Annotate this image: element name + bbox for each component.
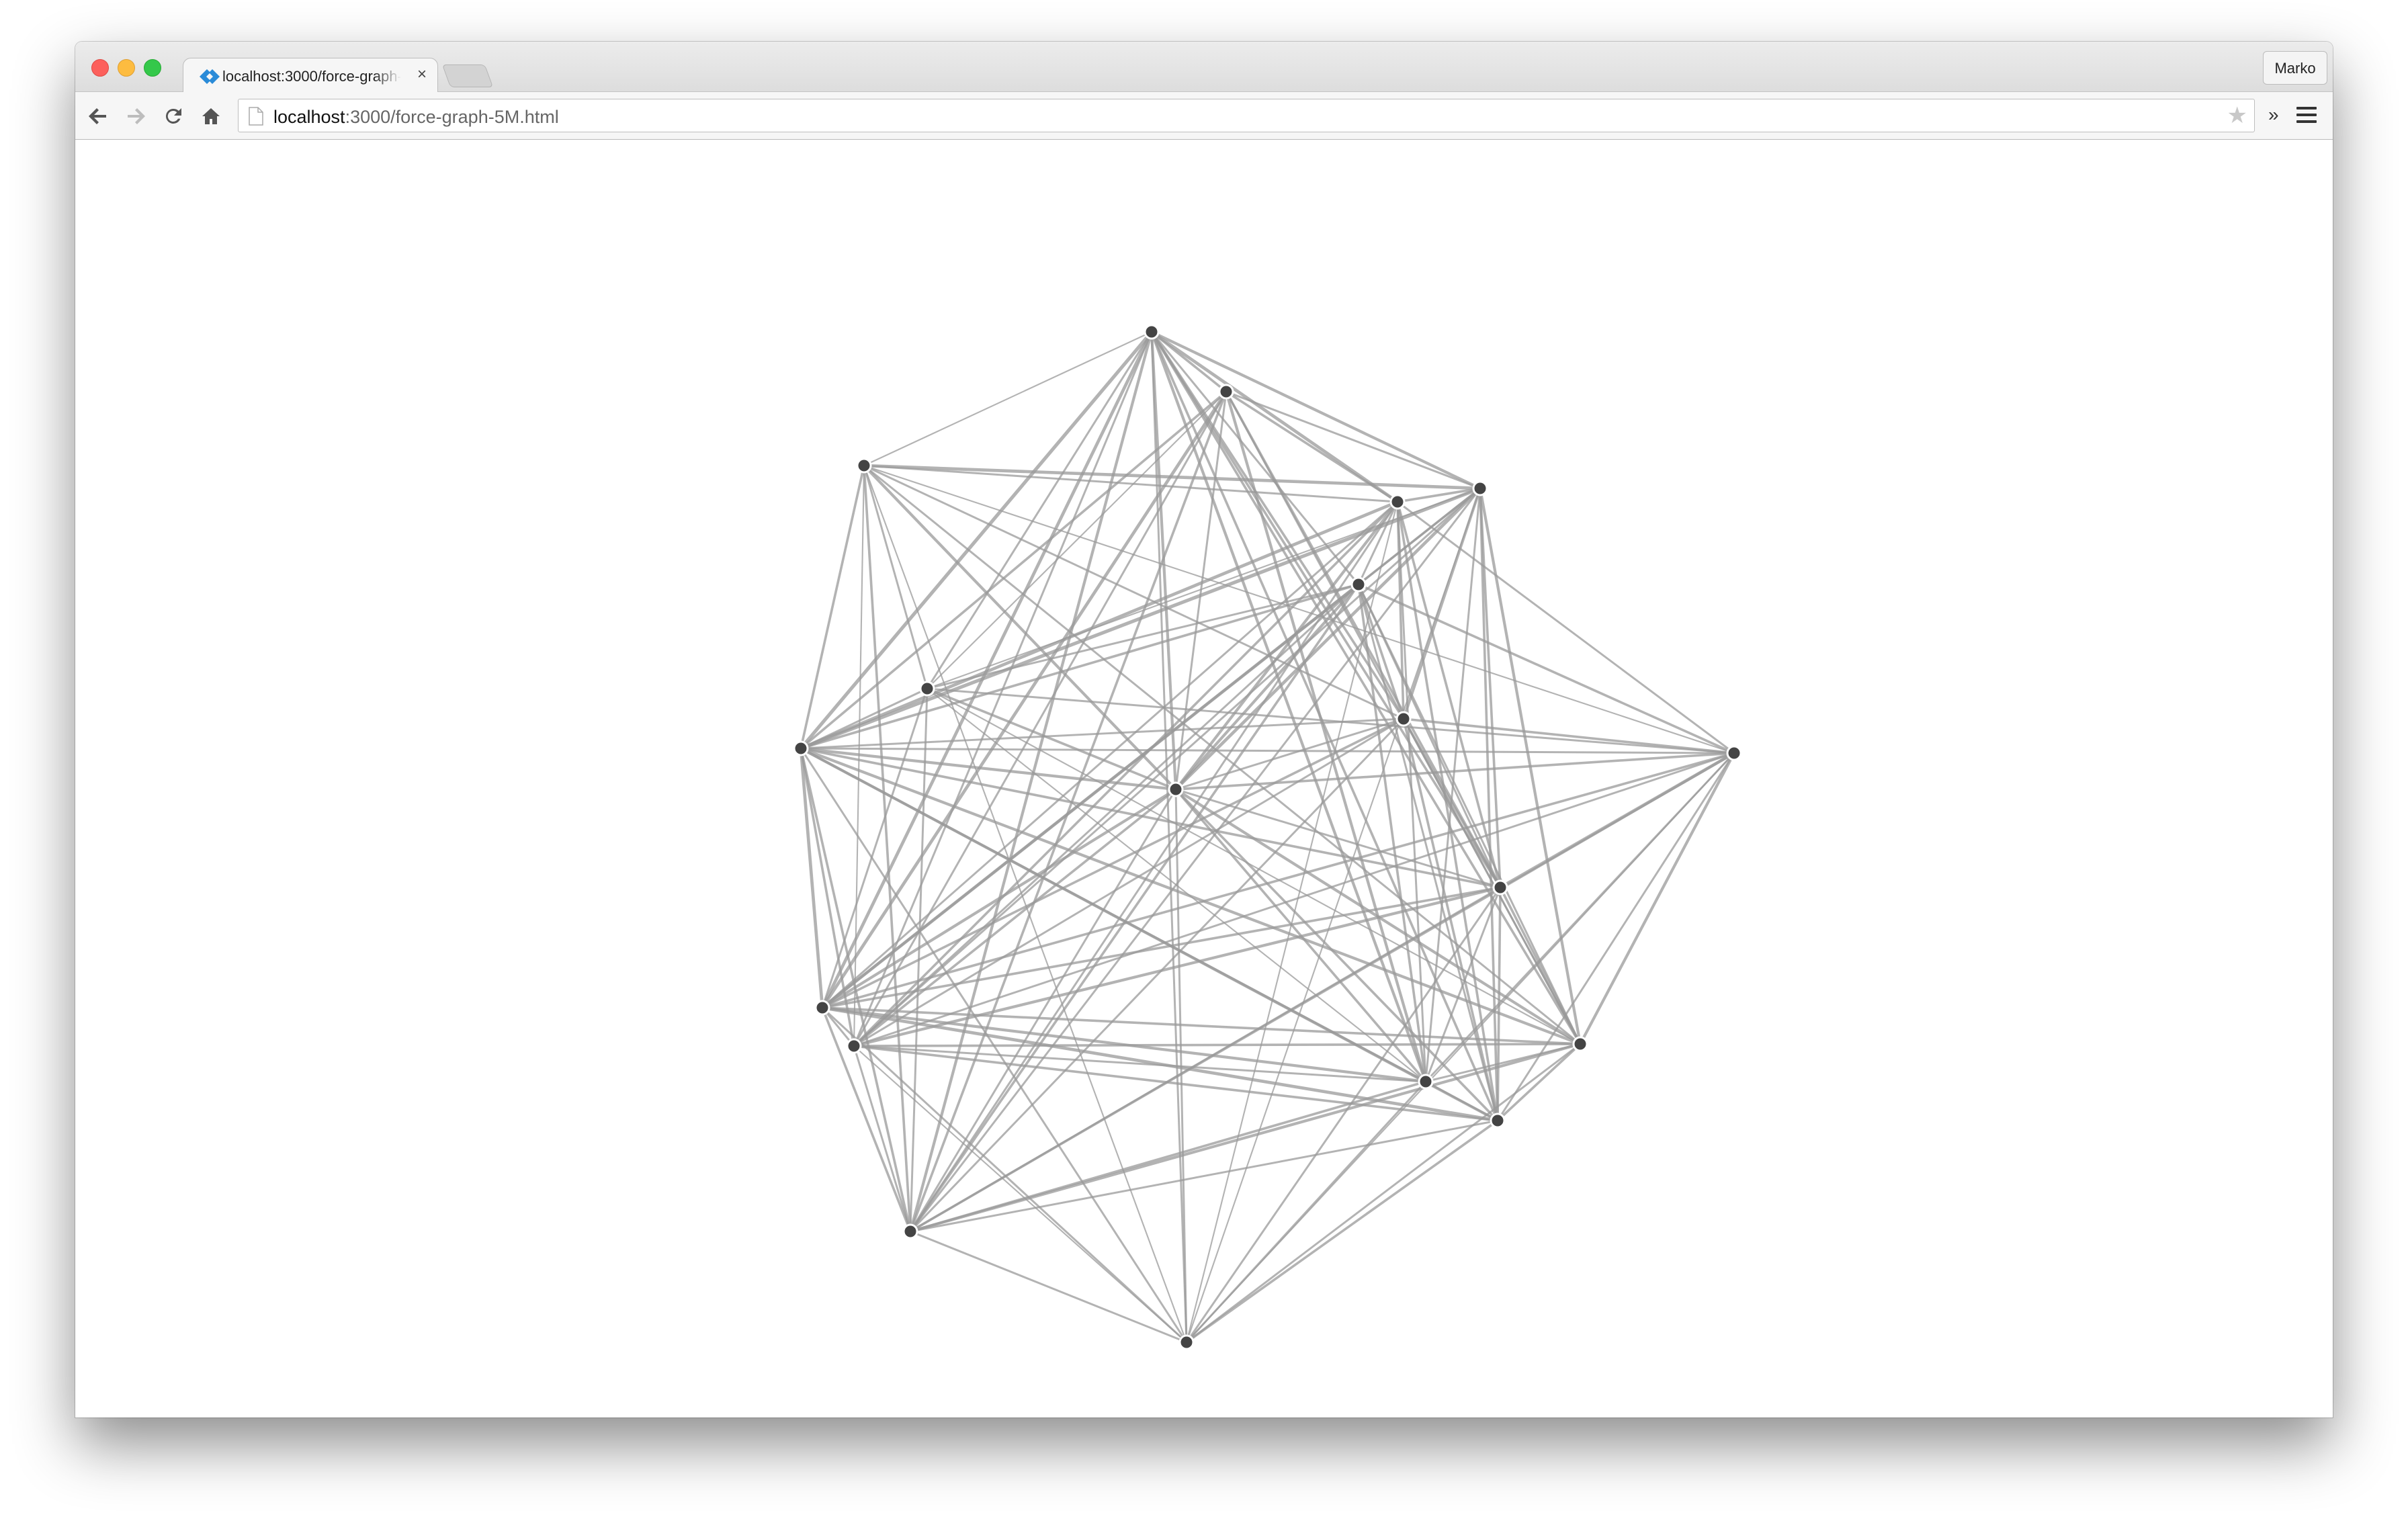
close-window-icon[interactable] — [91, 59, 109, 77]
graph-node[interactable] — [904, 1225, 917, 1238]
forward-button[interactable] — [124, 104, 148, 128]
graph-link — [854, 1046, 1426, 1082]
graph-node[interactable] — [1397, 712, 1410, 726]
graph-node[interactable] — [857, 459, 871, 472]
url-path: :3000/force-graph-5M.html — [345, 107, 559, 127]
graph-link — [1187, 502, 1398, 1342]
tab-strip: localhost:3000/force-graph-5M.html × Mar… — [75, 42, 2333, 92]
address-bar[interactable]: localhost:3000/force-graph-5M.html ★ — [238, 99, 2255, 132]
graph-link — [1359, 584, 1426, 1082]
home-icon — [200, 105, 222, 127]
url-host: localhost — [273, 107, 345, 127]
favicon-icon — [200, 69, 220, 84]
new-tab-button[interactable] — [442, 64, 493, 87]
graph-link — [1500, 887, 1580, 1044]
reload-icon — [163, 105, 184, 127]
graph-node[interactable] — [1145, 325, 1158, 339]
graph-link — [1498, 887, 1500, 1121]
minimize-window-icon[interactable] — [118, 59, 135, 77]
reload-button[interactable] — [161, 104, 185, 128]
graph-link — [910, 1121, 1498, 1231]
graph-node[interactable] — [1169, 783, 1182, 796]
tab-close-icon[interactable]: × — [417, 67, 427, 83]
home-button[interactable] — [199, 104, 223, 128]
graph-link — [910, 719, 1404, 1231]
graph-link — [1187, 488, 1480, 1342]
graph-node[interactable] — [1391, 495, 1404, 509]
toolbar: localhost:3000/force-graph-5M.html ★ » — [75, 92, 2333, 140]
graph-node[interactable] — [1574, 1037, 1587, 1051]
back-arrow-icon — [87, 105, 109, 127]
back-button[interactable] — [86, 104, 110, 128]
graph-links — [801, 332, 1734, 1342]
graph-link — [1404, 719, 1734, 753]
graph-node[interactable] — [847, 1039, 861, 1053]
graph-link — [910, 1231, 1187, 1342]
page-content — [75, 140, 2333, 1418]
profile-button[interactable]: Marko — [2263, 51, 2327, 85]
graph-link — [801, 748, 822, 1008]
graph-link — [801, 748, 1734, 753]
url-text: localhost:3000/force-graph-5M.html — [273, 107, 559, 128]
graph-link — [1398, 502, 1734, 753]
graph-node[interactable] — [1494, 881, 1507, 894]
forward-arrow-icon — [125, 105, 146, 127]
graph-link — [1152, 332, 1187, 1342]
graph-link — [801, 748, 1500, 887]
graph-node[interactable] — [1419, 1075, 1432, 1088]
graph-link — [801, 748, 910, 1231]
zoom-window-icon[interactable] — [144, 59, 161, 77]
graph-node[interactable] — [1473, 482, 1487, 495]
graph-link — [854, 1044, 1580, 1046]
page-icon — [248, 107, 264, 126]
graph-node[interactable] — [920, 682, 934, 695]
bookmark-star-icon[interactable]: ★ — [2227, 103, 2247, 128]
graph-node[interactable] — [1491, 1114, 1504, 1127]
tab-active[interactable]: localhost:3000/force-graph-5M.html × — [183, 58, 438, 93]
graph-link — [1187, 1044, 1580, 1342]
graph-node[interactable] — [1219, 385, 1233, 398]
graph-node[interactable] — [816, 1001, 829, 1014]
graph-node[interactable] — [794, 742, 808, 755]
graph-link — [801, 689, 927, 748]
menu-icon[interactable] — [2296, 107, 2317, 124]
extensions-overflow-icon[interactable]: » — [2268, 103, 2279, 127]
browser-window: localhost:3000/force-graph-5M.html × Mar… — [75, 42, 2333, 1418]
graph-link — [801, 466, 864, 748]
graph-link — [864, 466, 910, 1231]
tab-title: localhost:3000/force-graph-5M.html — [222, 68, 401, 85]
graph-node[interactable] — [1352, 578, 1365, 591]
graph-node[interactable] — [1180, 1336, 1193, 1349]
graph-link — [801, 332, 1152, 748]
graph-link — [854, 1046, 1187, 1342]
force-graph — [75, 140, 2333, 1418]
graph-node[interactable] — [1727, 746, 1741, 760]
